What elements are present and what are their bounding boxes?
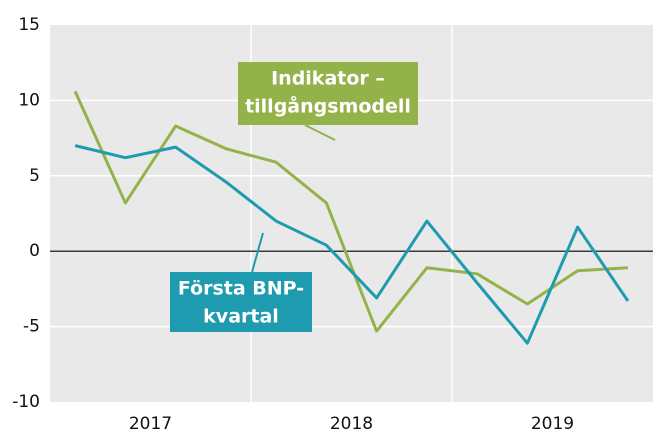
- x-tick-label: 2018: [330, 414, 373, 434]
- annotation-pointer: [304, 124, 336, 141]
- y-tick-label: -10: [12, 392, 40, 412]
- x-tick-label: 2019: [531, 414, 574, 434]
- annotation-text: Indikator –: [271, 68, 385, 90]
- annotation-pointer: [251, 232, 264, 273]
- annotation-box: [170, 272, 312, 332]
- line-series: [73, 90, 628, 333]
- line-series: [74, 144, 630, 345]
- annotation-box: [238, 62, 418, 125]
- y-tick-label: 0: [29, 241, 40, 261]
- y-tick-label: 15: [18, 15, 40, 35]
- x-tick-label: 2017: [129, 414, 172, 434]
- annotation-text: kvartal: [203, 306, 279, 328]
- annotation: Indikator – tillgångsmodell: [238, 62, 418, 125]
- annotation-text: tillgångsmodell: [245, 94, 411, 118]
- y-tick-label: -5: [23, 317, 40, 337]
- annotation: Första BNP-kvartal: [170, 272, 312, 332]
- annotation-text: Första BNP-: [178, 278, 304, 300]
- y-tick-label: 5: [29, 166, 40, 186]
- y-tick-label: 10: [18, 90, 40, 110]
